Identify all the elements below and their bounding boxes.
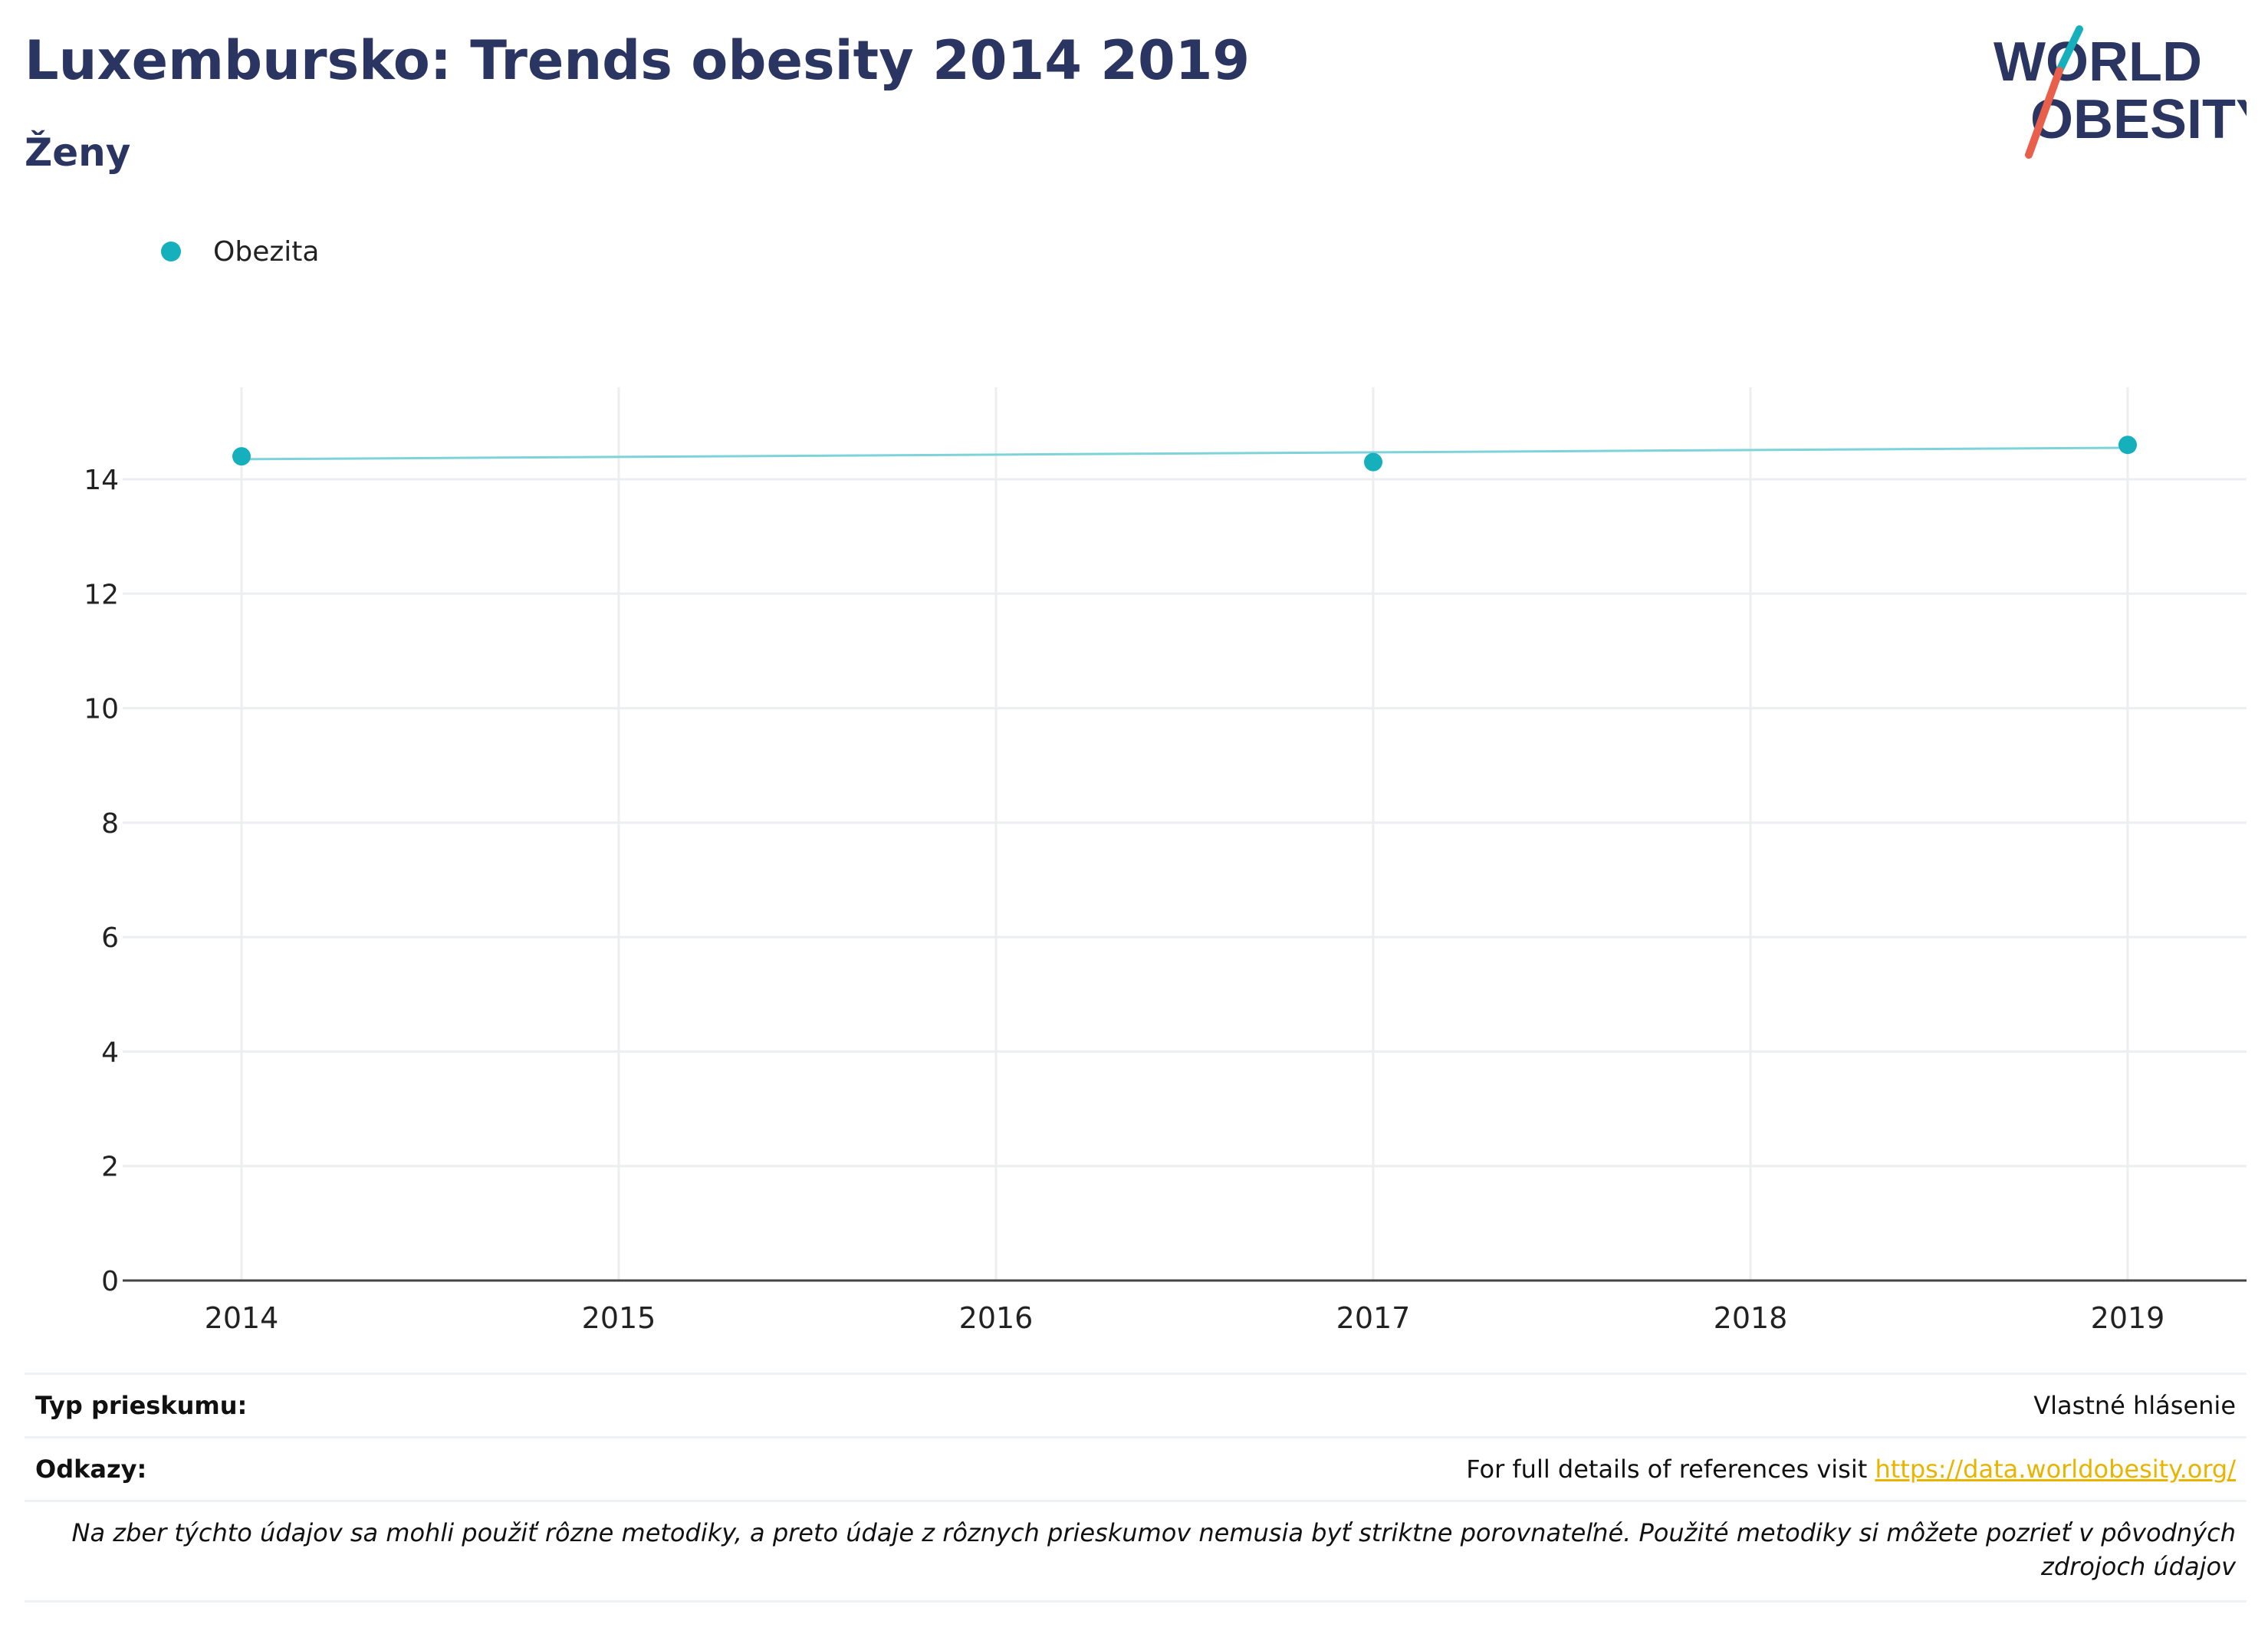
methodology-note: Na zber týchto údajov sa mohli použiť rô…	[25, 1500, 2247, 1603]
chart-legend[interactable]: Obezita	[161, 228, 319, 275]
page-title: Luxembursko: Trends obesity 2014 2019	[25, 29, 1251, 92]
y-tick-label: 14	[84, 465, 119, 496]
trend-line	[241, 446, 2128, 461]
world-obesity-logo: WORLD OBESITY	[1994, 25, 2247, 159]
survey-type-value: Vlastné hlásenie	[2033, 1391, 2236, 1420]
survey-type-row: Typ prieskumu: Vlastné hlásenie	[25, 1373, 2247, 1436]
x-tick-label: 2016	[959, 1301, 1034, 1335]
data-point	[232, 447, 251, 466]
data-point	[1364, 452, 1382, 472]
y-tick-label: 10	[84, 694, 119, 725]
y-tick-label: 4	[101, 1037, 119, 1068]
x-tick-label: 2018	[1714, 1301, 1788, 1335]
y-tick-label: 12	[84, 579, 119, 610]
y-tick-label: 0	[101, 1266, 119, 1297]
x-tick-label: 2014	[205, 1301, 279, 1335]
svg-text:WORLD: WORLD	[1994, 31, 2202, 93]
svg-text:OBESITY: OBESITY	[2030, 89, 2247, 150]
x-tick-label: 2015	[582, 1301, 656, 1335]
x-tick-label: 2017	[1336, 1301, 1411, 1335]
legend-marker-icon	[161, 242, 181, 261]
survey-type-label: Typ prieskumu:	[35, 1391, 248, 1420]
x-tick-label: 2019	[2091, 1301, 2165, 1335]
references-label: Odkazy:	[35, 1455, 147, 1484]
line-chart: 0 2 4 6 8 10 12 14 2014 2015 2016 2017 2018 2019	[84, 387, 2247, 1335]
y-tick-label: 6	[101, 922, 119, 954]
metadata-table: Typ prieskumu: Vlastné hlásenie Odkazy: …	[25, 1373, 2247, 1603]
references-row: Odkazy: For full details of references v…	[25, 1436, 2247, 1500]
data-point	[2118, 436, 2137, 455]
legend-label: Obezita	[213, 235, 320, 268]
y-tick-label: 2	[101, 1152, 119, 1183]
references-value: For full details of references visit htt…	[1466, 1455, 2236, 1484]
references-text: For full details of references visit	[1466, 1455, 1875, 1484]
y-tick-label: 8	[101, 808, 119, 840]
page-subtitle: Ženy	[25, 130, 131, 175]
references-link[interactable]: https://data.worldobesity.org/	[1875, 1455, 2236, 1484]
